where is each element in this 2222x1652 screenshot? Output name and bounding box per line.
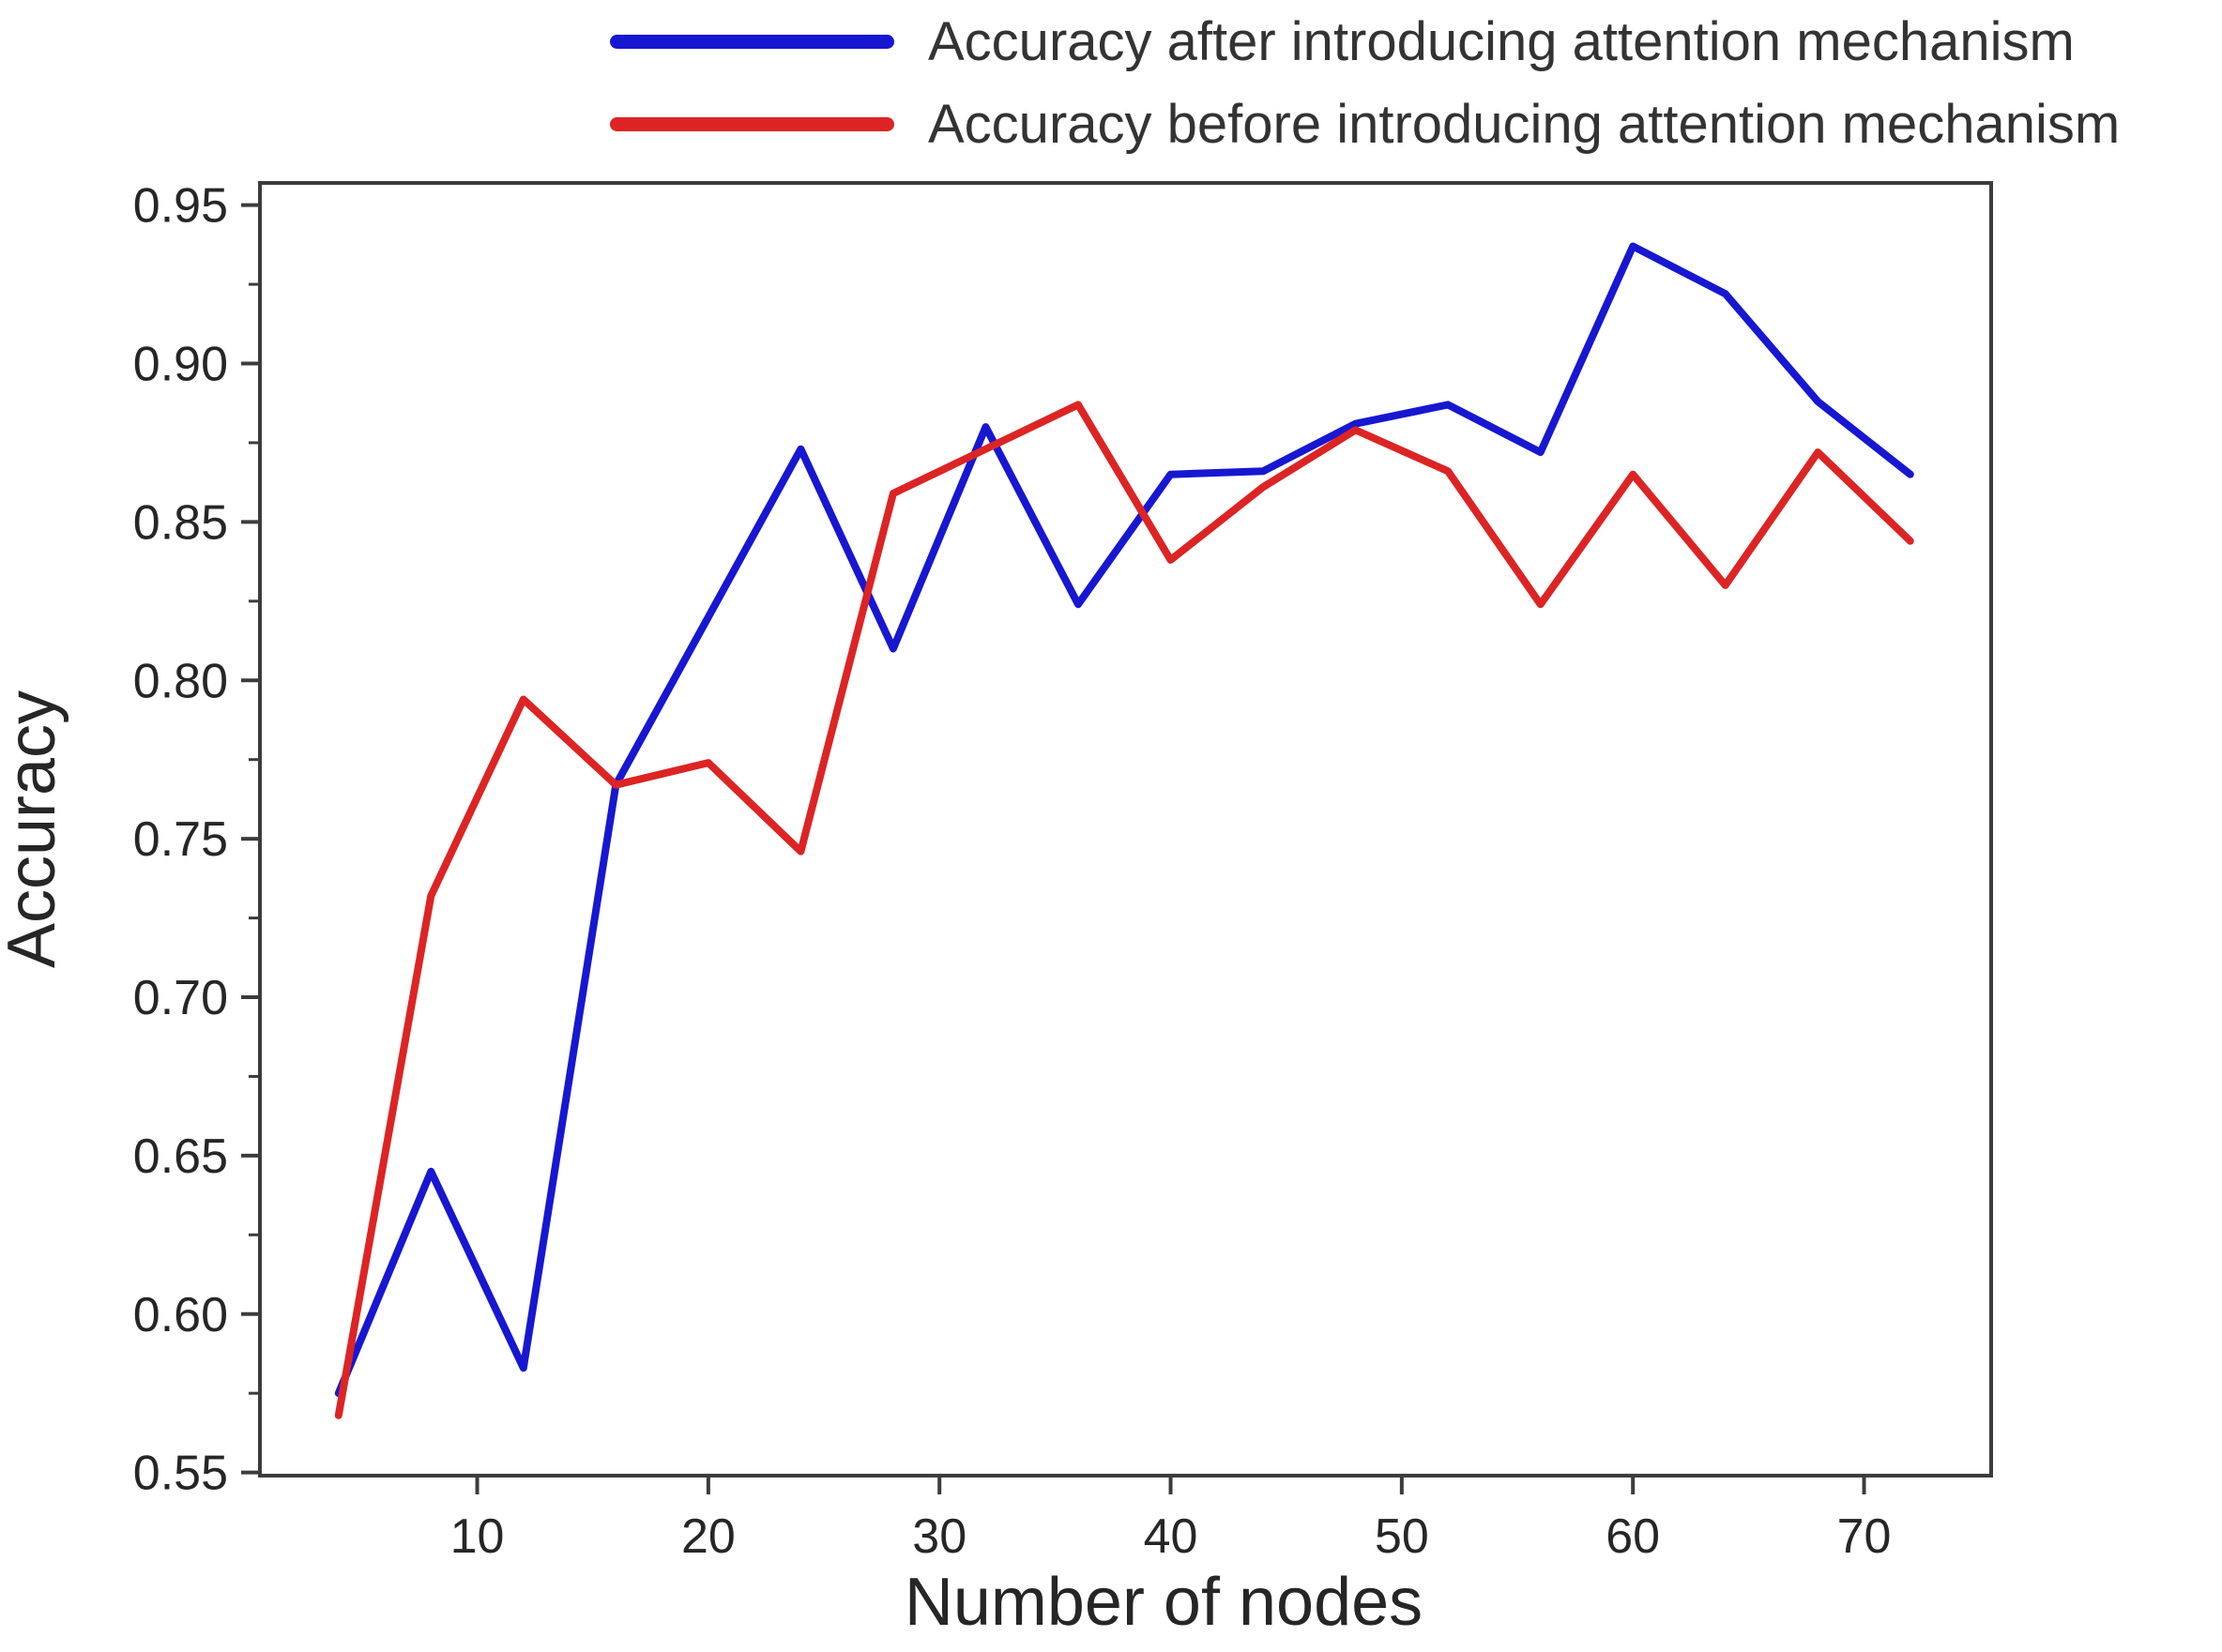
x-axis-label: Number of nodes [905, 1565, 1423, 1640]
legend-line-swatch-blue [610, 34, 894, 49]
y-tick-label: 0.80 [133, 654, 228, 708]
x-tick-label: 40 [1144, 1509, 1198, 1564]
series-line-before [334, 401, 1914, 1419]
plot-spines [258, 181, 1993, 1478]
legend-label-after: Accuracy after introducing attention mec… [928, 10, 2075, 72]
y-tick-label: 0.75 [133, 812, 228, 867]
legend-item-after: Accuracy after introducing attention mec… [610, 0, 2222, 83]
y-tick-label: 0.60 [133, 1288, 228, 1342]
y-tick-label: 0.70 [133, 971, 228, 1025]
x-tick-label: 10 [450, 1509, 505, 1564]
y-axis-label: Accuracy [0, 690, 69, 968]
legend-line-swatch-red [610, 116, 894, 131]
x-tick-label: 50 [1375, 1509, 1429, 1564]
legend-label-before: Accuracy before introducing attention me… [928, 93, 2121, 155]
y-tick-label: 0.90 [133, 338, 228, 392]
x-tick-label: 30 [912, 1509, 966, 1564]
legend-item-before: Accuracy before introducing attention me… [610, 83, 2222, 165]
y-tick-label: 0.85 [133, 495, 228, 550]
y-tick-label: 0.95 [133, 179, 228, 234]
y-tick-label: 0.65 [133, 1129, 228, 1184]
series-line-after [334, 242, 1914, 1398]
x-tick-label: 70 [1837, 1509, 1892, 1564]
x-tick-label: 60 [1606, 1509, 1660, 1564]
x-tick-label: 20 [681, 1509, 736, 1564]
legend: Accuracy after introducing attention mec… [610, 0, 2222, 165]
y-tick-label: 0.55 [133, 1447, 228, 1501]
